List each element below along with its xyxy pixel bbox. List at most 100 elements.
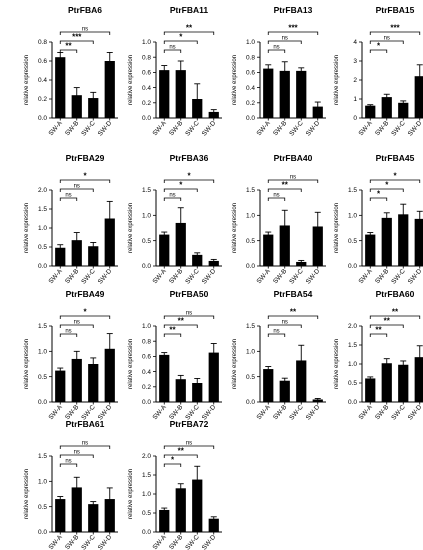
x-tick-label: SW-B	[64, 120, 80, 137]
chart-title: PtrFBA72	[170, 419, 209, 429]
bar-sw-d	[208, 518, 219, 532]
significance-label: ns	[169, 45, 175, 51]
y-tick-label: 1.5	[38, 323, 47, 330]
significance-bracket	[369, 31, 421, 35]
y-tick-label: 1.5	[246, 323, 255, 330]
y-tick-label: 0.5	[38, 244, 47, 251]
x-tick-label: SW-A	[358, 403, 375, 421]
bar-sw-b	[381, 217, 392, 266]
x-tick-label: SW-D	[407, 120, 423, 138]
significance-bracket	[163, 445, 215, 449]
x-tick-label: SW-C	[390, 120, 407, 138]
y-axis-label: relative expression	[334, 339, 340, 389]
x-tick-label: SW-C	[80, 268, 97, 286]
bar-sw-b	[71, 358, 82, 402]
y-axis-label: relative expression	[24, 203, 30, 253]
x-tick-label: SW-A	[358, 267, 375, 285]
significance-label: ns	[82, 27, 88, 33]
significance-label: *	[171, 456, 175, 465]
significance-label: **	[178, 317, 185, 326]
significance-bracket	[267, 31, 319, 35]
significance-label: ns	[273, 45, 279, 51]
y-tick-label: 1.5	[142, 472, 151, 479]
chart-panel-ptrfba15: PtrFBA15 relative expression 0 1 2 3 4 SW-A SW-B…	[334, 5, 423, 137]
significance-bracket	[59, 40, 94, 44]
x-tick-label: SW-D	[97, 120, 114, 138]
y-tick-label: 1.0	[142, 39, 151, 46]
bar-sw-b	[71, 487, 82, 532]
y-tick-label: 0.2	[246, 100, 255, 107]
significance-bracket	[163, 188, 198, 192]
x-tick-label: SW-B	[168, 268, 184, 285]
significance-label: ns	[65, 329, 71, 335]
bar-sw-a	[159, 354, 170, 402]
y-axis-label: relative expression	[334, 55, 340, 105]
x-tick-label: SW-D	[201, 534, 218, 550]
bar-sw-b	[381, 97, 392, 118]
x-tick-label: SW-D	[407, 404, 423, 422]
y-tick-label: 0.6	[142, 354, 151, 361]
x-tick-label: SW-C	[390, 268, 407, 286]
x-tick-label: SW-A	[152, 403, 169, 421]
bar-sw-b	[71, 240, 82, 266]
bar-sw-d	[312, 226, 323, 266]
chart-panel-ptrfba29: PtrFBA29 relative expression 0.0 0.5 1.0 1.5 2…	[24, 153, 118, 285]
significance-label: *	[385, 181, 389, 190]
significance-bracket	[59, 31, 111, 35]
y-tick-label: 0	[353, 115, 357, 122]
bar-sw-d	[104, 61, 115, 118]
significance-bracket	[369, 315, 421, 319]
y-tick-label: 0.0	[246, 399, 255, 406]
significance-bracket	[267, 197, 286, 201]
significance-bracket	[369, 49, 388, 53]
bar-sw-c	[398, 364, 409, 402]
x-tick-label: SW-A	[48, 403, 65, 421]
bar-sw-c	[398, 214, 409, 266]
chart-panel-ptrfba49: PtrFBA49 relative expression 0.0 0.5 1.0 1.5 S…	[24, 289, 118, 421]
y-tick-label: 0.5	[246, 238, 255, 245]
y-tick-label: 0.0	[38, 115, 47, 122]
x-tick-label: SW-C	[390, 404, 407, 422]
bar-sw-c	[398, 102, 409, 118]
y-tick-label: 0.0	[348, 399, 357, 406]
chart-panel-ptrfba54: PtrFBA54 relative expression 0.0 0.5 1.0 1.5 S…	[232, 289, 326, 421]
x-tick-label: SW-A	[256, 267, 273, 285]
chart-title: PtrFBA49	[66, 289, 105, 299]
bar-sw-b	[279, 380, 290, 402]
bar-sw-a	[55, 370, 66, 402]
significance-bracket	[163, 324, 198, 328]
significance-label: ns	[82, 441, 88, 447]
y-tick-label: 0.0	[142, 115, 151, 122]
y-tick-label: 0.0	[142, 399, 151, 406]
y-tick-label: 0.4	[142, 369, 151, 376]
chart-panel-ptrfba36: PtrFBA36 relative expression 0.0 0.5 1.0 1.5 S…	[128, 153, 222, 285]
y-tick-label: 0.5	[348, 238, 357, 245]
bar-sw-d	[414, 218, 423, 266]
chart-panel-ptrfba6: PtrFBA6 relative expression 0.0 0.2 0.4 0.6 0.…	[24, 5, 118, 137]
y-axis-label: relative expression	[128, 203, 134, 253]
y-tick-label: 1.0	[348, 361, 357, 368]
significance-bracket	[163, 463, 182, 467]
y-axis-label: relative expression	[24, 469, 30, 519]
bar-sw-a	[159, 234, 170, 266]
x-tick-label: SW-A	[48, 267, 65, 285]
chart-panel-ptrfba45: PtrFBA45 relative expression 0.0 0.5 1.0 1.5 S…	[334, 153, 423, 285]
bar-sw-b	[279, 70, 290, 118]
y-tick-label: 0.2	[142, 100, 151, 107]
y-tick-label: 1.0	[246, 213, 255, 220]
bar-sw-c	[192, 254, 203, 266]
significance-label: **	[186, 24, 193, 33]
y-tick-label: 0.0	[348, 263, 357, 270]
significance-label: ***	[72, 33, 82, 42]
y-tick-label: 2	[353, 77, 357, 84]
bar-sw-c	[88, 364, 99, 402]
chart-title: PtrFBA61	[66, 419, 105, 429]
x-tick-label: SW-B	[272, 268, 288, 285]
y-tick-label: 1.0	[142, 213, 151, 220]
y-tick-label: 0.6	[246, 70, 255, 77]
y-tick-label: 0.0	[38, 263, 47, 270]
significance-label: ***	[288, 24, 298, 33]
significance-label: ***	[390, 24, 400, 33]
significance-bracket	[369, 40, 404, 44]
bar-sw-d	[312, 106, 323, 118]
